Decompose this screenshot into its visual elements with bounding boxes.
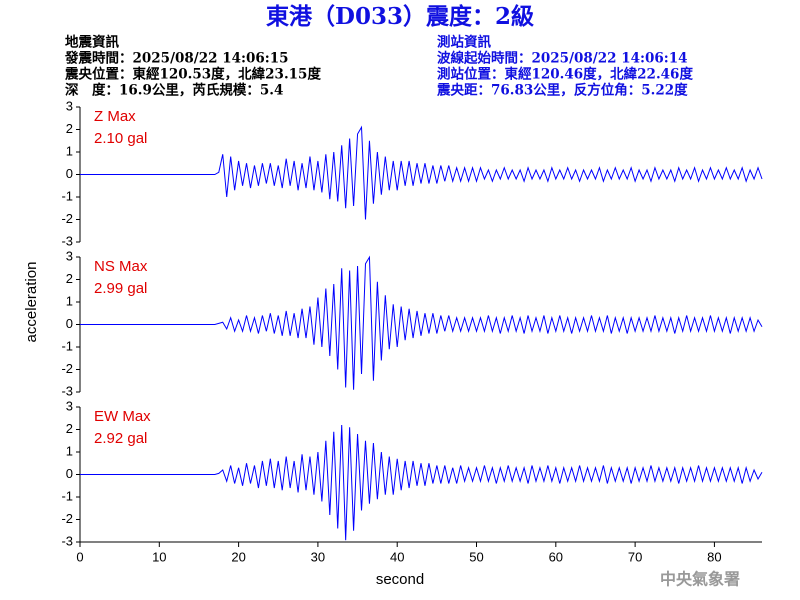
info-right: 測站資訊 — [437, 34, 491, 51]
y-tick-label: 2 — [66, 121, 73, 136]
watermark: 中央氣象署 — [660, 570, 740, 589]
y-tick-label: 0 — [66, 166, 73, 181]
component-label: Z Max — [94, 108, 136, 125]
y-tick-label: -1 — [61, 338, 73, 353]
info-left: 深 度：16.9公里，芮氏規模：5.4 — [65, 82, 283, 99]
x-tick-label: 60 — [549, 549, 563, 564]
max-value-label: 2.10 gal — [94, 130, 147, 147]
waveform — [80, 424, 763, 541]
info-right: 波線起始時間：2025/08/22 14:06:14 — [437, 50, 688, 67]
max-value-label: 2.92 gal — [94, 430, 147, 447]
info-left: 震央位置：東經120.53度，北緯23.15度 — [64, 66, 321, 83]
y-tick-label: -2 — [61, 361, 73, 376]
y-tick-label: -3 — [61, 233, 73, 248]
y-tick-label: -3 — [61, 383, 73, 398]
x-tick-label: 30 — [311, 549, 325, 564]
y-tick-label: 1 — [66, 293, 73, 308]
y-tick-label: 3 — [66, 98, 73, 113]
info-right: 震央距：76.83公里，反方位角：5.22度 — [436, 82, 688, 99]
y-tick-label: 1 — [66, 143, 73, 158]
y-tick-label: 0 — [66, 466, 73, 481]
x-tick-label: 50 — [469, 549, 483, 564]
y-tick-label: 0 — [66, 316, 73, 331]
y-tick-label: 3 — [66, 398, 73, 413]
x-tick-label: 80 — [707, 549, 721, 564]
x-tick-label: 40 — [390, 549, 404, 564]
info-right: 測站位置：東經120.46度，北緯22.46度 — [437, 66, 693, 83]
info-left: 發震時間：2025/08/22 14:06:15 — [64, 50, 289, 67]
x-tick-label: 70 — [628, 549, 642, 564]
y-tick-label: -3 — [61, 533, 73, 548]
y-tick-label: 1 — [66, 443, 73, 458]
x-axis-label: second — [376, 571, 424, 588]
info-left: 地震資訊 — [65, 34, 119, 51]
y-tick-label: 2 — [66, 271, 73, 286]
x-tick-label: 10 — [152, 549, 166, 564]
waveform — [80, 125, 763, 220]
y-tick-label: -2 — [61, 511, 73, 526]
y-tick-label: -2 — [61, 211, 73, 226]
y-tick-label: 3 — [66, 248, 73, 263]
y-tick-label: -1 — [61, 188, 73, 203]
y-axis-label: acceleration — [23, 262, 40, 343]
y-tick-label: -1 — [61, 488, 73, 503]
x-tick-label: 20 — [231, 549, 245, 564]
component-label: NS Max — [94, 258, 148, 275]
title: 東港（D033）震度：2級 — [266, 3, 534, 30]
waveform — [80, 255, 763, 390]
x-tick-label: 0 — [76, 549, 83, 564]
y-tick-label: 2 — [66, 421, 73, 436]
component-label: EW Max — [94, 408, 151, 425]
max-value-label: 2.99 gal — [94, 280, 147, 297]
